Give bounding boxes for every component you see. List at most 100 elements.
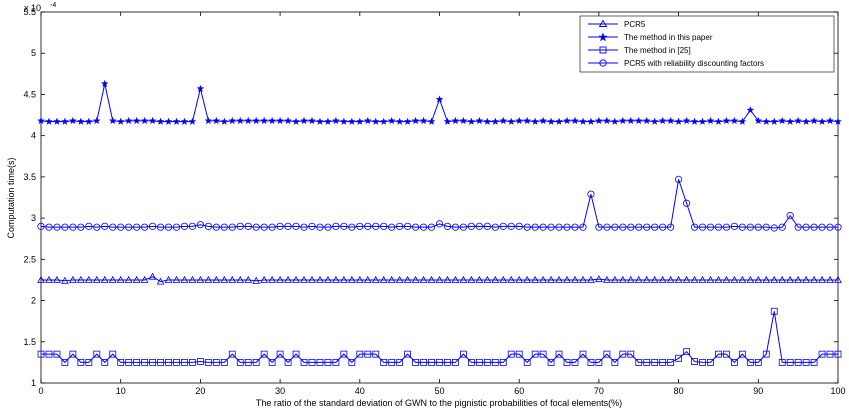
data-point-triangle: [387, 275, 396, 283]
y-tick-label: 3: [31, 213, 36, 223]
data-point-circle: [834, 223, 842, 231]
data-point-triangle: [212, 275, 221, 283]
data-point-triangle: [515, 275, 524, 283]
data-point-star: [228, 116, 237, 125]
data-point-square: [380, 358, 388, 366]
data-point-star: [698, 117, 707, 125]
data-point-star: [738, 117, 747, 125]
data-point-circle: [172, 223, 181, 231]
data-point-square: [770, 307, 778, 315]
data-point-circle: [93, 223, 101, 231]
data-point-star: [148, 116, 157, 125]
data-point-circle: [603, 223, 611, 231]
data-point-star: [618, 116, 627, 125]
data-point-circle: [730, 222, 738, 230]
data-point-circle: [810, 223, 818, 231]
data-point-circle: [706, 223, 715, 231]
data-point-square: [539, 350, 547, 358]
data-point-square: [212, 358, 220, 366]
data-point-circle: [563, 223, 571, 231]
data-point-square: [268, 358, 276, 366]
data-point-triangle: [435, 275, 444, 283]
data-point-square: [515, 350, 523, 358]
data-point-circle: [340, 222, 348, 230]
data-point-circle: [467, 222, 475, 230]
legend: PCR5 The method in this paper The method…: [579, 15, 835, 73]
data-point-star: [348, 117, 356, 125]
data-point-star: [387, 116, 396, 125]
data-point-triangle: [650, 275, 659, 283]
y-tick-label: 2.5: [23, 254, 36, 264]
data-point-square: [252, 358, 260, 366]
data-point-square: [117, 358, 125, 366]
series-line: [40, 179, 838, 229]
data-point-square: [643, 358, 651, 366]
legend-circle-marker: [599, 59, 607, 67]
data-point-triangle: [53, 275, 61, 283]
data-point-star: [324, 117, 332, 125]
y-tick-label: 4.5: [23, 89, 36, 99]
data-point-square: [547, 358, 555, 366]
data-point-triangle: [92, 275, 101, 283]
data-point-star: [754, 116, 763, 125]
data-point-circle: [674, 175, 683, 183]
data-point-circle: [380, 222, 388, 230]
data-point-square: [69, 350, 77, 358]
data-point-circle: [268, 223, 276, 231]
data-point-star: [515, 116, 524, 125]
data-point-square: [754, 358, 762, 366]
data-point-square: [77, 358, 85, 366]
data-point-star: [204, 116, 213, 125]
data-point-circle: [45, 223, 53, 231]
data-point-circle: [292, 222, 300, 230]
data-point-circle: [746, 223, 754, 231]
data-point-square: [284, 358, 292, 366]
data-point-star: [746, 106, 755, 114]
series-line: [41, 276, 838, 283]
legend-label: PCR5: [624, 20, 646, 29]
data-point-star: [539, 116, 547, 125]
data-point-circle: [778, 223, 786, 231]
data-point-star: [427, 117, 436, 125]
data-point-star: [61, 117, 69, 125]
data-point-triangle: [507, 275, 516, 283]
data-point-circle: [77, 223, 85, 231]
data-point-square: [45, 350, 53, 358]
legend-star-marker: [598, 32, 608, 42]
data-point-square: [746, 358, 754, 366]
data-point-square: [467, 358, 475, 366]
data-point-triangle: [730, 275, 739, 283]
data-point-triangle: [602, 275, 611, 283]
data-point-triangle: [706, 275, 715, 283]
data-point-square: [794, 358, 802, 366]
data-point-circle: [499, 222, 507, 230]
data-point-triangle: [180, 275, 189, 283]
data-point-triangle: [786, 275, 795, 283]
data-point-star: [268, 116, 276, 125]
data-point-circle: [451, 223, 460, 231]
data-point-star: [642, 116, 651, 125]
data-point-square: [165, 358, 172, 366]
data-point-star: [579, 117, 587, 125]
data-point-square: [683, 348, 690, 356]
data-point-star: [92, 116, 101, 125]
data-point-circle: [404, 222, 412, 230]
data-point-triangle: [228, 275, 237, 283]
data-point-circle: [324, 223, 332, 231]
data-point-circle: [714, 223, 723, 231]
data-point-circle: [762, 223, 770, 231]
x-tick-label: 80: [674, 386, 684, 396]
data-point-triangle: [164, 275, 173, 283]
data-point-square: [109, 350, 117, 358]
data-point-star: [523, 116, 531, 125]
data-point-square: [460, 350, 467, 358]
data-point-triangle: [762, 275, 771, 283]
data-point-circle: [364, 222, 372, 230]
data-point-triangle: [132, 275, 141, 283]
legend-entry-method-this-paper: The method in this paper: [588, 32, 713, 42]
y-axis: 1 1.5 2 2.5 3 3.5 4 4.5 5 5.5: [23, 7, 838, 388]
data-point-star: [355, 117, 364, 125]
data-point-triangle: [395, 275, 404, 283]
data-point-square: [181, 358, 188, 366]
data-point-square: [173, 358, 180, 366]
